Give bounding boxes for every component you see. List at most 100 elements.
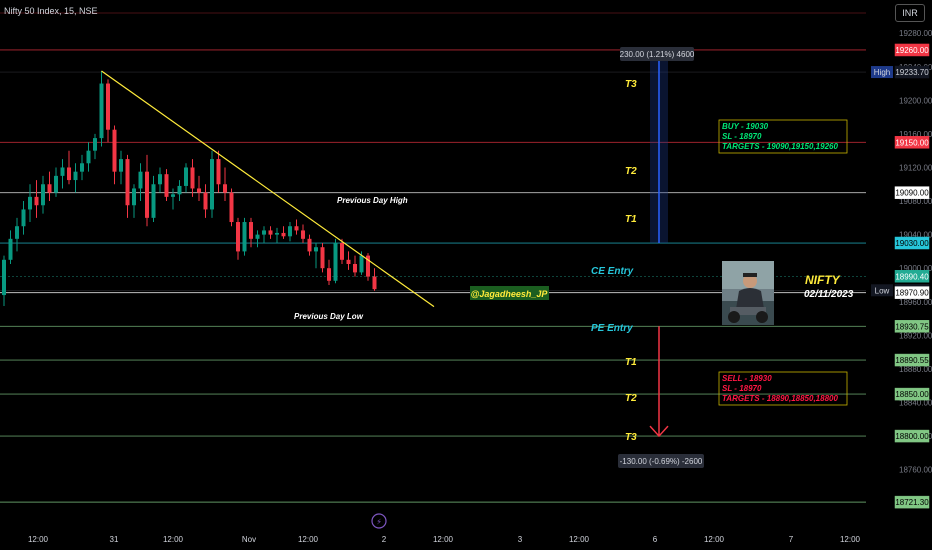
date-label: 02/11/2023 <box>804 289 854 300</box>
time-tick-label: 12:00 <box>28 535 49 544</box>
candle-body <box>47 184 52 193</box>
price-tick-label: 19080.00 <box>899 197 932 206</box>
candle-body <box>372 276 377 290</box>
candle-body <box>301 230 305 239</box>
lightning-glyph: ⚡ <box>376 518 382 527</box>
long-measure-label-bg <box>620 47 694 61</box>
price-level-tag-label: 18850.00 <box>895 390 929 399</box>
time-tick-label: 12:00 <box>840 535 861 544</box>
candle-body <box>366 255 370 277</box>
trendline[interactable] <box>101 70 435 308</box>
candle-body <box>294 226 299 231</box>
buy-box-line: BUY - 19030 <box>722 122 769 131</box>
t1-down-label: T1 <box>625 357 637 368</box>
time-tick-label: 12:00 <box>569 535 590 544</box>
candle-body <box>8 238 13 260</box>
time-tick-label: 12:00 <box>704 535 725 544</box>
price-tick-label: 18880.00 <box>899 365 932 374</box>
price-level-tag <box>894 236 930 250</box>
price-tick-label: 19000.00 <box>899 264 932 273</box>
candle-body <box>184 167 188 186</box>
candle-body <box>275 232 279 235</box>
candle-body <box>34 196 39 206</box>
candle-body <box>138 171 143 189</box>
candle-body <box>255 234 260 239</box>
candle-body <box>281 232 286 237</box>
candle-body <box>288 226 292 237</box>
candle-body <box>158 174 162 185</box>
price-axis[interactable]: 19280.0019240.0019200.0019160.0019120.00… <box>871 29 932 509</box>
candle-body <box>262 230 266 235</box>
price-level-tag-label: 19233.70 <box>895 68 929 77</box>
price-tick-label: 19280.00 <box>899 29 932 38</box>
candle-body <box>73 171 78 181</box>
candle-body <box>86 150 91 164</box>
horizontal-levels <box>0 12 866 503</box>
short-arrow-head <box>649 425 669 438</box>
candle-body <box>203 192 208 210</box>
candle-body <box>164 174 169 197</box>
candle-body <box>60 167 65 176</box>
price-level-tag-label: 18990.40 <box>895 272 929 281</box>
candle-body <box>93 138 97 151</box>
t2-up-label: T2 <box>625 166 637 177</box>
candle-body <box>242 222 247 252</box>
candle-body <box>125 159 130 206</box>
currency-button[interactable]: INR <box>895 4 925 22</box>
candle-body <box>249 222 253 239</box>
candle-body <box>320 247 325 269</box>
price-level-tag-label: 18800.00 <box>895 432 929 441</box>
price-level-tag-label: 19030.00 <box>895 239 929 248</box>
measure-arrows: 230.00 (1.21%) 4600 -130.00 (-0.69%) -260… <box>618 47 704 468</box>
previous-day-high-label: Previous Day High <box>337 196 408 205</box>
price-tick-label: 18760.00 <box>899 466 932 475</box>
flash-icon <box>371 513 387 529</box>
time-tick-label: 3 <box>518 535 523 544</box>
price-level-tag <box>894 270 930 283</box>
long-measure-label: 230.00 (1.21%) 4600 <box>620 50 695 59</box>
time-tick-label: 31 <box>110 535 119 544</box>
previous-day-low-label: Previous Day Low <box>294 312 364 321</box>
annotation-labels: T3 T2 T1 Previous Day High Previous Day Low C… <box>294 79 854 443</box>
candle-body <box>171 194 175 197</box>
candle-body <box>67 167 71 181</box>
price-level-tag <box>894 495 930 509</box>
price-level-tag <box>894 387 930 401</box>
t3-down-label: T3 <box>625 432 637 443</box>
buy-box <box>718 119 848 154</box>
price-tick-label: 18920.00 <box>899 331 932 340</box>
candle-body <box>145 171 149 218</box>
short-measure-label-bg <box>618 454 704 468</box>
time-tick-label: 6 <box>653 535 658 544</box>
trendline-line <box>101 70 435 308</box>
sell-box-line: SL - 18970 <box>722 384 762 393</box>
price-level-tag <box>894 136 930 149</box>
candle-body <box>112 129 117 172</box>
price-level-tag <box>894 65 930 79</box>
candle-body <box>307 238 312 252</box>
time-tick-label: 7 <box>789 535 794 544</box>
price-level-tag-label: 19150.00 <box>895 138 929 147</box>
candle-body <box>216 159 221 185</box>
price-tick-label: 19120.00 <box>899 163 932 172</box>
time-tick-label: 12:00 <box>433 535 454 544</box>
time-tick-label: Nov <box>242 535 256 544</box>
sell-box <box>718 371 848 406</box>
author-photo <box>722 261 774 325</box>
price-tick-label: 18840.00 <box>899 398 932 407</box>
candle-body <box>223 184 227 193</box>
price-level-tag <box>894 286 930 299</box>
price-level-tag-label: 19090.00 <box>895 189 929 198</box>
candle-body <box>80 163 84 172</box>
candle-body <box>151 184 156 218</box>
time-tick-label: 2 <box>382 535 387 544</box>
time-axis[interactable]: 12:00 31 12:00 Nov 12:00 2 12:00 3 12:00 6 12:00 7 1… <box>28 513 861 544</box>
candle-body <box>99 83 104 139</box>
extreme-tag-label: Low <box>875 286 890 295</box>
candle-body <box>333 243 338 281</box>
short-measure-label: -130.00 (-0.69%) -2600 <box>620 457 703 466</box>
candle-body <box>340 243 344 260</box>
candle-body <box>21 209 26 227</box>
buy-box-line: TARGETS - 19090,19150,19260 <box>722 142 838 151</box>
